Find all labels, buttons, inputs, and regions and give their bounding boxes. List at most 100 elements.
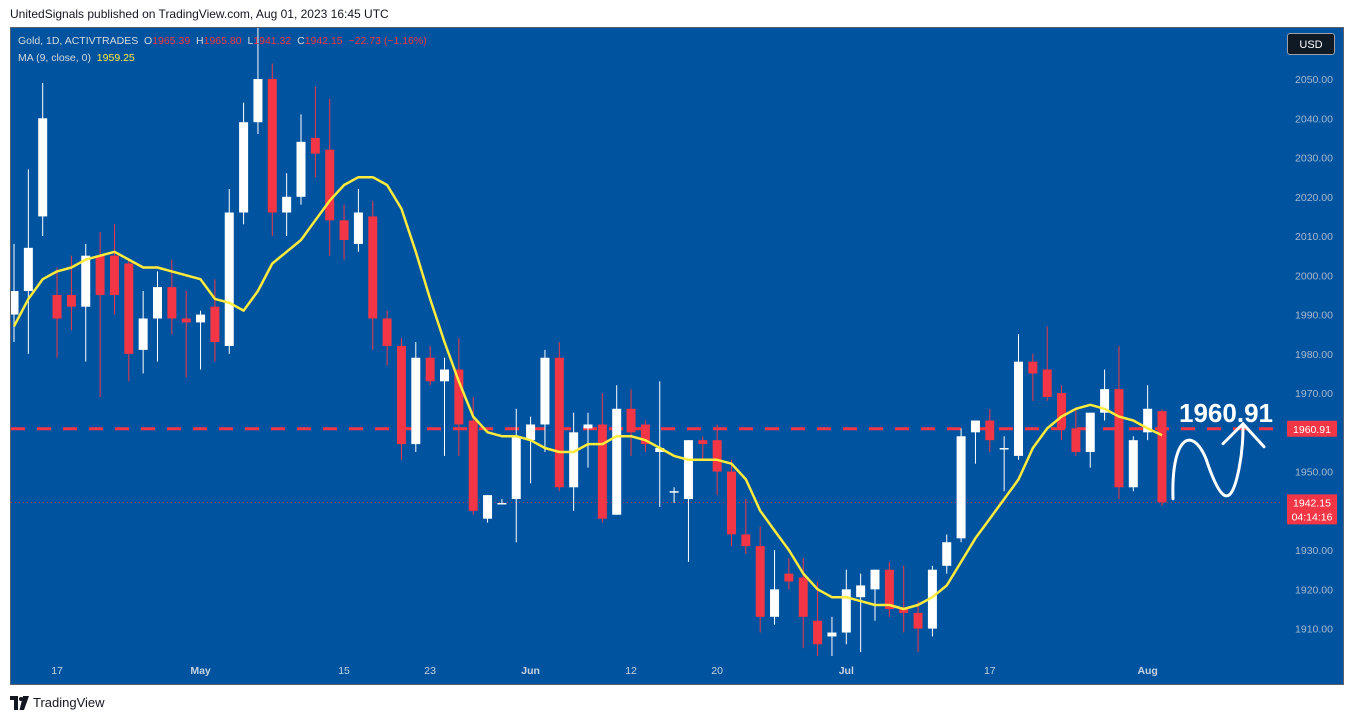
candle[interactable]: [612, 385, 622, 515]
candle[interactable]: [109, 224, 119, 315]
candle[interactable]: [540, 349, 550, 452]
candle[interactable]: [770, 550, 780, 625]
candle[interactable]: [1100, 369, 1110, 421]
candle[interactable]: [669, 487, 679, 503]
candle[interactable]: [655, 381, 665, 507]
candle-body: [454, 369, 464, 425]
candle[interactable]: [95, 232, 105, 397]
candle[interactable]: [181, 291, 191, 378]
candle[interactable]: [353, 188, 363, 252]
candle[interactable]: [11, 243, 19, 343]
candle[interactable]: [483, 495, 493, 523]
candle[interactable]: [784, 557, 794, 590]
candle[interactable]: [1042, 326, 1052, 401]
candle[interactable]: [1014, 334, 1023, 460]
candle[interactable]: [870, 569, 880, 621]
candle[interactable]: [526, 416, 536, 484]
close-value: 1942.15: [304, 35, 343, 47]
candle[interactable]: [38, 82, 48, 237]
candle[interactable]: [569, 412, 579, 511]
candle[interactable]: [597, 393, 607, 523]
candle[interactable]: [425, 345, 435, 386]
candle[interactable]: [368, 200, 378, 350]
candle[interactable]: [554, 342, 564, 492]
candle[interactable]: [339, 204, 349, 260]
candle[interactable]: [511, 408, 521, 543]
candle-body: [770, 589, 780, 617]
candle[interactable]: [884, 561, 894, 617]
candle[interactable]: [23, 169, 33, 354]
candle[interactable]: [640, 420, 650, 452]
candle[interactable]: [856, 573, 866, 653]
candle[interactable]: [440, 357, 449, 456]
candle[interactable]: [411, 342, 421, 452]
candle[interactable]: [239, 102, 249, 225]
candle[interactable]: [253, 28, 263, 134]
candle-body: [1042, 369, 1052, 397]
candle[interactable]: [755, 526, 765, 633]
candle[interactable]: [626, 389, 636, 456]
candle[interactable]: [899, 565, 909, 633]
close-label: C: [297, 35, 305, 47]
candle[interactable]: [1143, 385, 1153, 441]
candle[interactable]: [497, 499, 507, 505]
candle[interactable]: [296, 114, 306, 205]
candle[interactable]: [913, 601, 923, 653]
candle[interactable]: [841, 569, 851, 645]
candle[interactable]: [196, 310, 206, 370]
candle[interactable]: [956, 428, 966, 543]
candle[interactable]: [698, 436, 708, 460]
ma-legend: MA (9, close, 0) 1959.25: [18, 52, 135, 64]
price-tick-label: 2000.00: [1295, 270, 1333, 282]
candle[interactable]: [741, 499, 751, 555]
candle-body: [1028, 361, 1038, 374]
candle[interactable]: [396, 338, 406, 460]
candle[interactable]: [1028, 353, 1038, 401]
candle[interactable]: [813, 581, 823, 657]
candle[interactable]: [827, 616, 837, 657]
candle[interactable]: [583, 412, 593, 468]
low-value: 1941.32: [253, 35, 292, 47]
candle-body: [856, 585, 866, 598]
candle[interactable]: [985, 408, 995, 452]
footer-brand[interactable]: TradingView: [10, 695, 105, 710]
candle[interactable]: [282, 173, 292, 237]
candle-body: [1085, 412, 1095, 452]
ohlc-legend: Gold, 1D, ACTIVTRADES O1965.39 H1965.80 …: [18, 35, 427, 47]
candle-body: [913, 612, 923, 629]
candle[interactable]: [970, 420, 980, 464]
high-value: 1965.80: [203, 35, 242, 47]
candle[interactable]: [325, 98, 335, 256]
time-tick-label: 23: [424, 665, 436, 677]
candle[interactable]: [224, 188, 234, 354]
candle[interactable]: [81, 243, 91, 362]
time-axis-bg: [11, 660, 1343, 684]
candlestick-chart[interactable]: 1960.91 2060.002050.002040.002030.002020…: [11, 28, 1343, 684]
candle[interactable]: [727, 459, 736, 547]
candle[interactable]: [52, 267, 62, 358]
candle[interactable]: [927, 565, 937, 637]
ma-line[interactable]: [12, 175, 1163, 611]
candle[interactable]: [1071, 408, 1081, 456]
candle[interactable]: [942, 534, 952, 574]
currency-button[interactable]: USD: [1287, 33, 1335, 55]
chart-pane[interactable]: 1960.91 2060.002050.002040.002030.002020…: [10, 27, 1344, 685]
candle[interactable]: [310, 86, 320, 178]
candle-body: [554, 357, 564, 488]
candle[interactable]: [382, 310, 392, 366]
candle[interactable]: [999, 436, 1009, 492]
candle[interactable]: [138, 291, 148, 374]
candle[interactable]: [1128, 436, 1138, 492]
candle[interactable]: [454, 338, 464, 456]
candle-body: [11, 291, 19, 315]
candle[interactable]: [1085, 412, 1095, 468]
candle[interactable]: [210, 279, 220, 362]
candle-body: [52, 294, 62, 319]
candle[interactable]: [124, 259, 134, 382]
candle[interactable]: [153, 271, 162, 362]
candle-body: [95, 255, 105, 295]
candle[interactable]: [1114, 345, 1124, 500]
candle[interactable]: [267, 63, 277, 237]
candle[interactable]: [1057, 385, 1067, 441]
candle[interactable]: [1157, 409, 1167, 506]
